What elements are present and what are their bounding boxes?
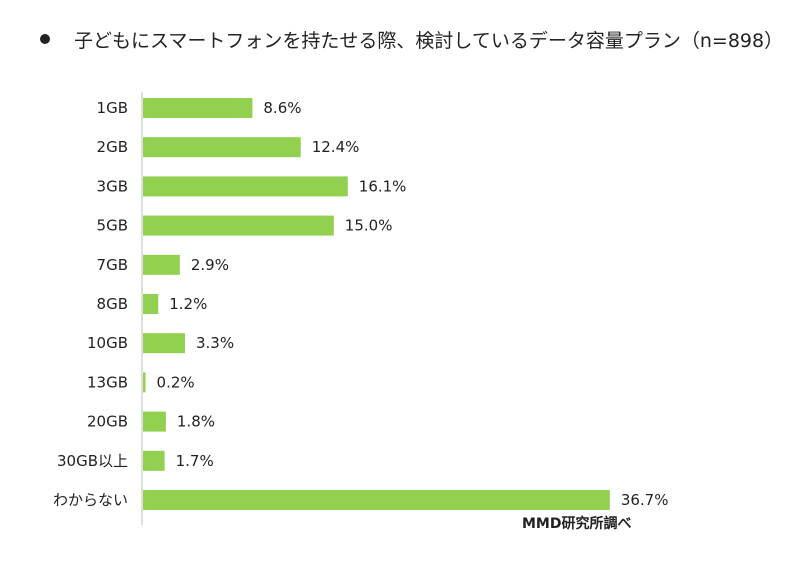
value-label: 12.4% — [312, 138, 360, 156]
bar — [143, 98, 253, 118]
category-label: 5GB — [97, 217, 128, 235]
source-note: MMD研究所調べ — [522, 516, 632, 532]
category-label: 20GB — [87, 413, 128, 431]
bullet-icon — [40, 34, 50, 44]
value-label: 8.6% — [263, 99, 301, 117]
category-label: 13GB — [87, 373, 128, 391]
value-label: 0.2% — [157, 373, 195, 391]
bar — [143, 176, 348, 197]
value-label: 1.7% — [176, 452, 214, 470]
category-label: 8GB — [97, 295, 128, 313]
value-label: 1.8% — [177, 413, 215, 431]
category-label: 10GB — [87, 334, 128, 352]
chart-title-row: 子どもにスマートフォンを持たせる際、検討しているデータ容量プラン（n=898） — [40, 24, 783, 54]
bar — [143, 372, 146, 393]
bar — [143, 411, 166, 432]
bar — [143, 215, 334, 236]
bar — [143, 294, 159, 314]
chart-title: 子どもにスマートフォンを持たせる際、検討しているデータ容量プラン（n=898） — [74, 29, 784, 52]
value-label: 15.0% — [345, 217, 393, 235]
bar — [143, 254, 180, 275]
value-label: 16.1% — [359, 177, 407, 195]
category-label: 3GB — [97, 177, 128, 195]
bar — [143, 137, 301, 158]
category-label: 2GB — [97, 138, 128, 156]
category-label: わからない — [53, 491, 128, 509]
bar — [143, 490, 610, 510]
value-label: 1.2% — [169, 295, 207, 313]
category-label: 30GB以上 — [57, 452, 128, 470]
category-label: 7GB — [97, 256, 128, 274]
bar — [143, 333, 185, 354]
category-label: 1GB — [97, 99, 128, 117]
bar — [143, 450, 165, 471]
value-label: 36.7% — [621, 491, 669, 509]
value-label: 3.3% — [196, 334, 234, 352]
value-label: 2.9% — [191, 256, 229, 274]
